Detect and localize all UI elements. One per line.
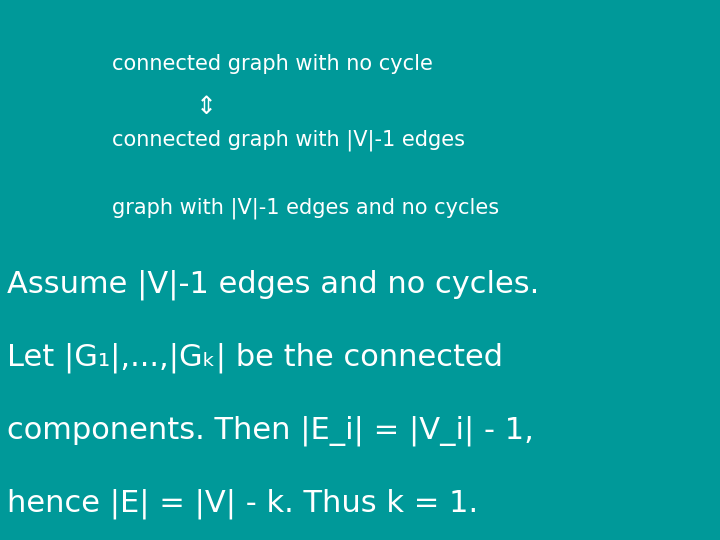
Text: hence |E| = |V| - k. Thus k = 1.: hence |E| = |V| - k. Thus k = 1. <box>7 489 478 519</box>
Text: ⇕: ⇕ <box>196 94 217 118</box>
Text: components. Then |E_i| = |V_i| - 1,: components. Then |E_i| = |V_i| - 1, <box>7 416 534 446</box>
Text: Assume |V|-1 edges and no cycles.: Assume |V|-1 edges and no cycles. <box>7 270 539 300</box>
Text: graph with |V|-1 edges and no cycles: graph with |V|-1 edges and no cycles <box>112 197 499 219</box>
Text: connected graph with |V|-1 edges: connected graph with |V|-1 edges <box>112 130 464 151</box>
Text: connected graph with no cycle: connected graph with no cycle <box>112 54 433 74</box>
Text: Let |G₁|,...,|Gₖ| be the connected: Let |G₁|,...,|Gₖ| be the connected <box>7 343 503 373</box>
